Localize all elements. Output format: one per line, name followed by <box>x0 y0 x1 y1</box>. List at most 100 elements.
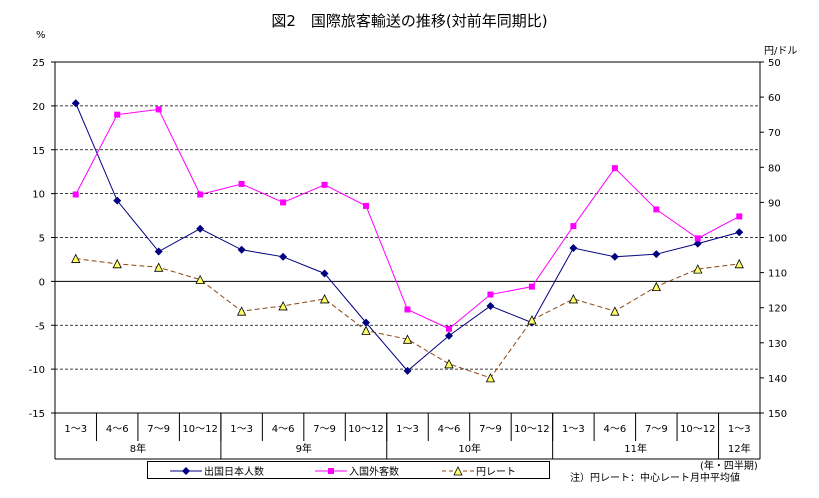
data-point-triangle <box>527 315 537 325</box>
data-point-square <box>611 165 618 172</box>
year-label: 10年 <box>458 442 481 455</box>
data-point-diamond <box>362 318 371 327</box>
category-label: 10～12 <box>182 424 217 435</box>
legend-label-outbound: 出国日本人数 <box>204 467 264 478</box>
data-point-triangle <box>154 262 164 272</box>
category-label: 7～9 <box>645 424 668 435</box>
data-point-diamond <box>237 245 246 254</box>
left-tick-label: 0 <box>39 277 45 288</box>
right-tick-label: 130 <box>768 339 787 350</box>
data-point-square <box>694 235 701 242</box>
data-point-square <box>72 191 79 198</box>
data-point-diamond <box>320 269 329 278</box>
data-point-triangle <box>734 258 744 269</box>
year-label: 11年 <box>624 442 647 455</box>
data-point-diamond <box>735 228 744 237</box>
data-point-square <box>321 181 328 188</box>
left-tick-label: -5 <box>35 321 45 332</box>
data-point-diamond <box>652 250 661 259</box>
right-tick-label: 110 <box>768 269 787 280</box>
category-label: 10～12 <box>514 424 549 435</box>
category-label: 10～12 <box>680 424 715 435</box>
period-note: (年・四半期) <box>700 461 758 472</box>
data-point-triangle <box>444 358 454 369</box>
right-tick-label: 70 <box>768 128 781 139</box>
data-point-diamond <box>71 99 80 108</box>
category-label: 1～3 <box>562 424 585 435</box>
right-tick-label: 60 <box>768 93 781 104</box>
data-point-triangle <box>361 325 371 335</box>
left-tick-label: -15 <box>29 409 45 420</box>
right-tick-label: 120 <box>768 304 787 315</box>
data-point-diamond <box>279 252 288 261</box>
left-tick-label: 5 <box>39 234 45 245</box>
category-label: 7～9 <box>313 424 336 435</box>
chart-title: 図2 国際旅客輸送の推移(対前年同期比) <box>271 12 548 30</box>
legend-item-inbound: 入国外客数 <box>313 463 399 478</box>
right-tick-label: 50 <box>768 58 781 69</box>
category-label: 4～6 <box>603 424 626 435</box>
data-point-diamond <box>113 196 122 205</box>
data-point-triangle <box>693 264 703 274</box>
data-point-triangle <box>610 306 620 316</box>
data-point-square <box>404 306 411 313</box>
data-point-square <box>570 223 577 230</box>
category-label: 1～3 <box>396 424 419 435</box>
category-label: 10～12 <box>348 424 383 435</box>
data-point-diamond <box>569 244 578 253</box>
left-tick-label: 10 <box>32 190 45 201</box>
year-label: 12年 <box>728 442 751 455</box>
left-tick-label: 20 <box>32 102 45 113</box>
data-point-square <box>653 206 660 213</box>
data-point-square <box>197 191 204 198</box>
left-tick-label: 25 <box>32 58 45 69</box>
category-label: 1～3 <box>64 424 87 435</box>
data-point-square <box>445 325 452 332</box>
data-point-square <box>155 106 162 113</box>
data-point-triangle <box>651 281 661 292</box>
data-point-triangle <box>485 373 496 383</box>
category-label: 4～6 <box>272 424 295 435</box>
data-point-square <box>363 202 370 209</box>
left-tick-label: -10 <box>29 365 45 376</box>
data-point-triangle <box>112 258 122 269</box>
data-point-diamond <box>486 301 495 310</box>
category-label: 1～3 <box>230 424 253 435</box>
legend-item-outbound: 出国日本人数 <box>168 463 264 478</box>
data-point-diamond <box>403 366 412 375</box>
legend-marker-diamond <box>170 466 202 475</box>
legend-label-yen-rate: 円レート <box>476 467 516 478</box>
data-point-triangle <box>278 301 288 311</box>
data-point-square <box>528 283 535 290</box>
legend: 出国日本人数 入国外客数 円レート <box>147 461 550 479</box>
data-point-square <box>114 111 121 118</box>
right-tick-label: 140 <box>768 374 787 385</box>
data-point-diamond <box>154 247 163 256</box>
data-point-triangle <box>236 306 247 316</box>
year-label: 8年 <box>130 442 146 455</box>
data-point-triangle <box>71 253 81 263</box>
data-point-square <box>736 213 743 220</box>
data-point-diamond <box>196 224 205 233</box>
category-label: 1～3 <box>728 424 751 435</box>
legend-marker-triangle <box>442 465 474 475</box>
legend-marker-square <box>315 467 347 474</box>
category-label: 7～9 <box>479 424 502 435</box>
data-point-diamond <box>693 239 702 248</box>
series-line-triangle <box>75 258 740 379</box>
data-point-square <box>487 291 494 298</box>
right-tick-label: 150 <box>768 409 787 420</box>
right-tick-label: 90 <box>768 198 781 209</box>
category-label: 4～6 <box>106 424 129 435</box>
year-label: 9年 <box>296 442 312 455</box>
footnote: 注）円レート：中心レート月中平均値 <box>570 473 740 484</box>
right-tick-label: 100 <box>768 234 787 245</box>
right-axis-unit: 円/ドル <box>764 46 798 57</box>
data-point-diamond <box>610 252 619 261</box>
legend-label-inbound: 入国外客数 <box>349 467 399 478</box>
data-point-triangle <box>568 294 579 304</box>
data-point-square <box>238 180 245 187</box>
left-axis-unit: % <box>36 30 46 41</box>
data-point-square <box>280 199 287 206</box>
